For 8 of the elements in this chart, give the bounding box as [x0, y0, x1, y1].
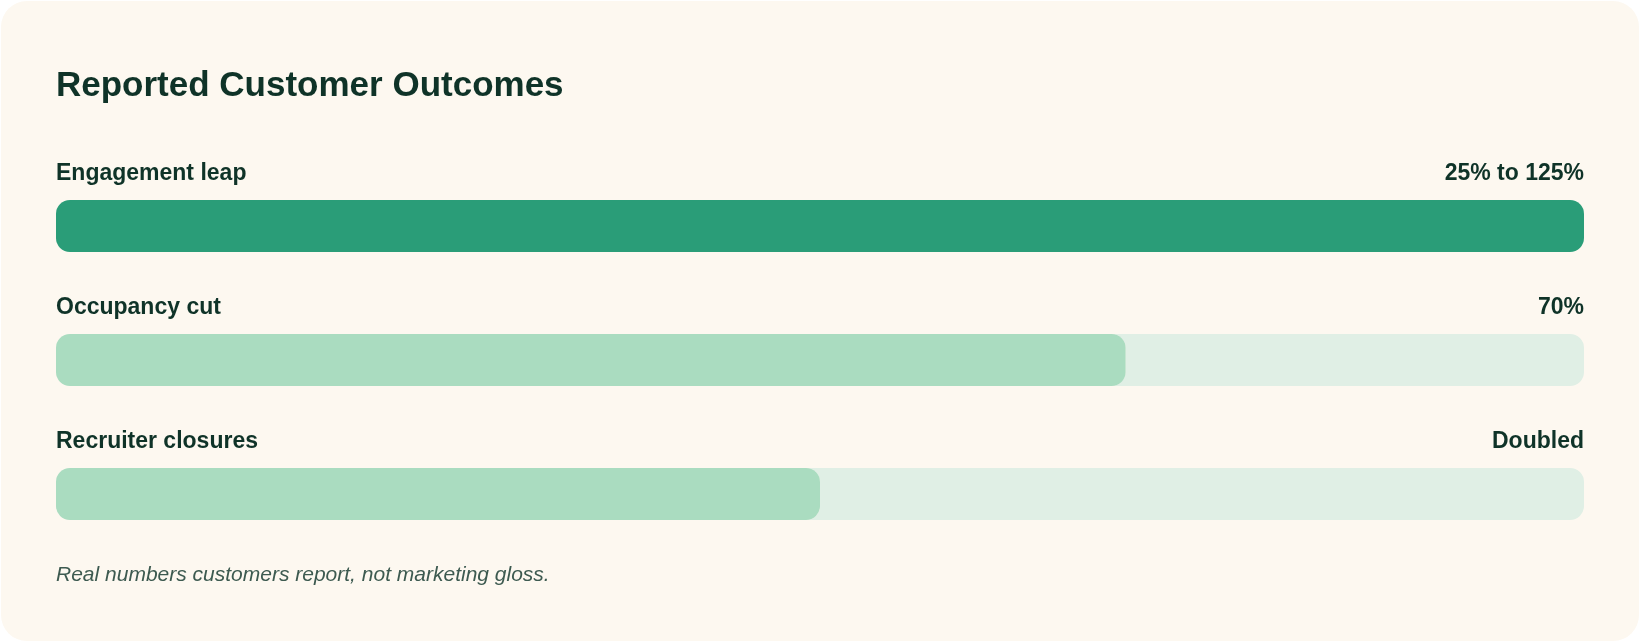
y-tick-label: Engagement leap [56, 159, 247, 185]
text: Real numbers customers report, not marketing gloss. [56, 562, 550, 585]
annotation: 70% [1537, 293, 1584, 319]
annotation: 25% to 125% [1444, 159, 1584, 185]
y-tick-label: Occupancy cut [56, 293, 222, 319]
y-tick-label: Recruiter closures [56, 427, 258, 453]
chart-title: Reported Customer Outcomes [56, 64, 564, 103]
annotation: Doubled [1492, 427, 1584, 453]
